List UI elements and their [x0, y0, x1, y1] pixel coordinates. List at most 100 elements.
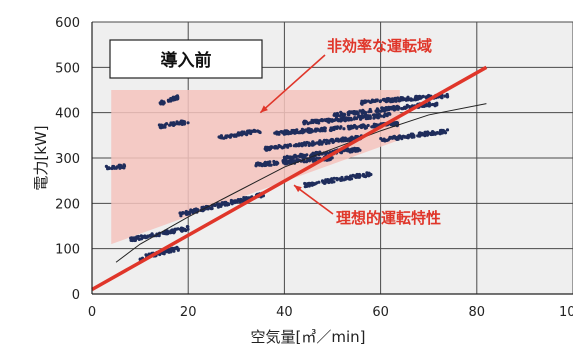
fit-curve: [115, 103, 487, 263]
data-point: [377, 112, 381, 116]
data-point: [395, 121, 399, 125]
x-tick-label: 40: [276, 305, 293, 320]
data-point: [200, 205, 204, 210]
data-point: [382, 115, 386, 119]
data-point: [293, 159, 297, 163]
data-point: [234, 133, 238, 137]
data-point: [387, 111, 391, 116]
data-point: [368, 114, 372, 118]
data-point: [178, 211, 182, 215]
box-label-frame: [109, 39, 263, 79]
data-point: [292, 144, 296, 148]
data-point: [441, 129, 445, 133]
data-point: [394, 99, 398, 103]
data-point: [318, 118, 323, 122]
data-point: [239, 197, 243, 201]
data-point: [326, 139, 330, 143]
data-point: [303, 155, 307, 159]
data-point: [382, 97, 386, 101]
data-point: [287, 160, 291, 165]
data-point: [184, 209, 188, 214]
data-point: [440, 96, 444, 100]
data-point: [445, 128, 450, 132]
data-point: [363, 99, 367, 103]
data-point: [343, 119, 347, 123]
data-point: [184, 228, 188, 233]
data-point: [352, 117, 356, 121]
y-tick-label: 400: [55, 107, 80, 122]
data-point: [171, 95, 175, 99]
data-point: [435, 131, 439, 135]
data-point: [382, 108, 386, 112]
data-point: [307, 184, 311, 188]
data-point: [365, 114, 370, 118]
data-point: [326, 158, 330, 162]
data-point: [283, 143, 287, 148]
data-point: [230, 202, 234, 206]
data-point: [339, 151, 343, 155]
data-point: [282, 161, 286, 165]
data-point: [175, 246, 179, 250]
data-point: [242, 132, 246, 136]
data-point: [272, 162, 276, 166]
data-point: [430, 132, 434, 136]
data-point: [192, 209, 196, 213]
data-point: [399, 135, 403, 139]
data-point: [386, 106, 390, 110]
data-point: [167, 230, 171, 234]
data-point: [254, 164, 258, 168]
data-point: [172, 121, 176, 125]
data-point: [149, 233, 153, 237]
data-point: [304, 128, 308, 132]
data-point: [329, 126, 333, 130]
data-point: [331, 140, 335, 144]
data-point: [142, 235, 147, 239]
data-point: [187, 212, 191, 216]
data-point: [268, 160, 272, 164]
data-point: [345, 116, 349, 120]
data-point: [398, 97, 402, 101]
data-point: [388, 135, 392, 139]
data-point: [256, 161, 260, 165]
data-point: [350, 135, 354, 139]
data-point: [351, 174, 355, 178]
data-point: [186, 121, 190, 125]
data-point: [342, 178, 346, 182]
data-point: [360, 114, 364, 118]
data-point: [359, 125, 363, 129]
data-point: [367, 174, 371, 178]
data-point: [412, 134, 416, 138]
data-point: [122, 166, 126, 170]
data-point: [260, 164, 264, 168]
data-point: [114, 166, 118, 170]
annotation-ideal: 理想的運転特性: [336, 209, 441, 227]
data-point: [368, 116, 372, 120]
data-point: [308, 121, 312, 125]
data-point: [409, 97, 413, 101]
data-point: [366, 123, 370, 128]
data-point: [319, 127, 323, 131]
data-point: [361, 174, 366, 178]
data-point: [170, 228, 174, 232]
annotation-arrowhead: [294, 185, 302, 193]
data-point: [286, 132, 290, 136]
data-point: [334, 112, 338, 116]
data-point: [349, 147, 353, 151]
data-point: [427, 101, 431, 105]
data-point: [416, 134, 420, 138]
data-point: [179, 214, 183, 218]
data-point: [321, 180, 325, 184]
data-point: [163, 125, 167, 129]
data-point: [159, 125, 163, 129]
data-point: [367, 110, 371, 114]
data-point: [294, 128, 298, 132]
data-point: [330, 137, 334, 142]
x-tick-label: 0: [88, 305, 96, 320]
data-point: [354, 174, 358, 178]
data-point: [309, 128, 313, 132]
data-point: [386, 99, 390, 103]
data-point: [210, 206, 214, 211]
data-point: [310, 181, 314, 185]
data-point: [229, 134, 233, 138]
